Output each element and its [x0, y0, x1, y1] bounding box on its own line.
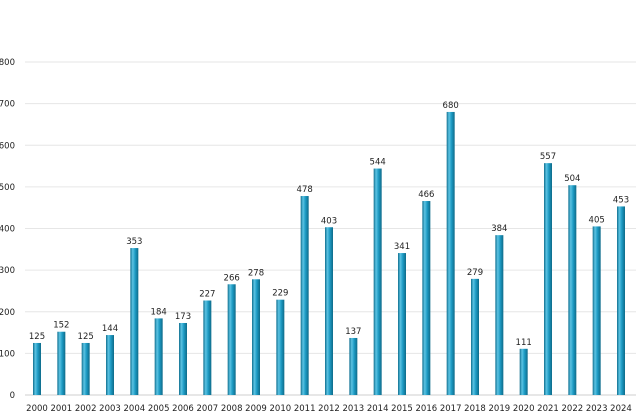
x-tick-label: 2005 — [148, 404, 170, 414]
bar-2014 — [373, 168, 382, 395]
data-label-2012: 403 — [321, 216, 337, 226]
bar-2011 — [300, 196, 309, 395]
data-label-2015: 341 — [394, 242, 410, 252]
y-axis: 0 100 200 300 400 500 600 700 800 — [0, 58, 15, 401]
data-label-2022: 504 — [564, 174, 580, 184]
data-label-2014: 544 — [370, 158, 386, 168]
bar-2000 — [33, 342, 41, 395]
y-tick-label: 300 — [0, 266, 15, 276]
bar-2021 — [544, 163, 552, 395]
data-label-2023: 405 — [589, 215, 605, 225]
bar-2003 — [106, 335, 114, 395]
bar-2018 — [471, 278, 479, 395]
x-tick-label: 2021 — [537, 404, 559, 414]
bar-2004 — [130, 248, 139, 395]
data-label-2017: 680 — [443, 101, 459, 111]
x-tick-label: 2019 — [489, 404, 511, 414]
data-label-2013: 137 — [345, 327, 361, 337]
x-tick-label: 2007 — [197, 404, 219, 414]
bar-2005 — [154, 318, 163, 395]
x-axis: 2000 2001 2002 2003 2004 2005 2006 2007 2008 2009… — [26, 404, 632, 414]
y-tick-label: 500 — [0, 183, 15, 193]
y-tick-label: 800 — [0, 58, 15, 68]
x-tick-label: 2011 — [294, 404, 316, 414]
data-label-2004: 353 — [126, 237, 142, 247]
x-tick-label: 2006 — [172, 404, 194, 414]
data-label-2002: 125 — [78, 332, 94, 342]
data-label-2001: 152 — [53, 321, 69, 331]
bar-2006 — [179, 322, 187, 395]
data-label-2006: 173 — [175, 312, 191, 322]
x-tick-label: 2003 — [99, 404, 121, 414]
bar-2023 — [592, 226, 601, 395]
bar-2016 — [422, 201, 431, 395]
x-tick-label: 2023 — [586, 404, 608, 414]
data-label-2009: 278 — [248, 268, 264, 278]
bar-2002 — [81, 342, 90, 395]
data-label-2020: 111 — [516, 338, 532, 348]
bar-2022 — [568, 185, 577, 395]
bars — [33, 111, 625, 395]
x-tick-label: 2009 — [245, 404, 267, 414]
bar-2010 — [276, 299, 285, 395]
x-tick-label: 2018 — [464, 404, 486, 414]
bar-2019 — [495, 235, 504, 395]
x-tick-label: 2017 — [440, 404, 462, 414]
x-tick-label: 2020 — [513, 404, 535, 414]
bar-2020 — [519, 348, 528, 395]
y-tick-label: 600 — [0, 141, 15, 151]
data-label-2018: 279 — [467, 268, 483, 278]
data-label-2010: 229 — [272, 289, 288, 299]
x-tick-label: 2024 — [610, 404, 632, 414]
x-tick-label: 2010 — [270, 404, 292, 414]
data-label-2024: 453 — [613, 195, 629, 205]
x-tick-label: 2002 — [75, 404, 97, 414]
x-tick-label: 2014 — [367, 404, 389, 414]
bar-2024 — [617, 206, 625, 395]
bar-2015 — [398, 253, 406, 395]
bar-2012 — [325, 227, 333, 395]
bar-2017 — [446, 111, 455, 395]
x-tick-label: 2022 — [562, 404, 584, 414]
y-tick-label: 100 — [0, 349, 15, 359]
data-label-2007: 227 — [199, 290, 215, 300]
x-tick-label: 2013 — [343, 404, 365, 414]
x-tick-label: 2001 — [51, 404, 73, 414]
x-tick-label: 2016 — [416, 404, 438, 414]
bar-2013 — [349, 337, 358, 395]
y-tick-label: 700 — [0, 100, 15, 110]
y-tick-label: 400 — [0, 225, 15, 235]
y-tick-label: 200 — [0, 308, 15, 318]
data-label-2005: 184 — [151, 307, 167, 317]
x-tick-label: 2015 — [391, 404, 413, 414]
data-label-2019: 384 — [491, 224, 507, 234]
bar-2008 — [227, 284, 236, 395]
data-label-2000: 125 — [29, 332, 45, 342]
x-tick-label: 2004 — [124, 404, 146, 414]
bar-2001 — [57, 331, 66, 395]
data-labels: 125 152 125 144 353 184 173 227 266 278 229 478 403 1… — [29, 101, 629, 348]
data-label-2016: 466 — [418, 190, 434, 200]
bar-2007 — [203, 300, 212, 395]
data-label-2003: 144 — [102, 324, 118, 334]
data-label-2021: 557 — [540, 152, 556, 162]
data-label-2008: 266 — [224, 273, 240, 283]
x-tick-label: 2000 — [26, 404, 48, 414]
x-tick-label: 2012 — [318, 404, 340, 414]
data-label-2011: 478 — [297, 185, 313, 195]
bar-2009 — [252, 279, 260, 395]
y-tick-label: 0 — [10, 391, 15, 401]
x-tick-label: 2008 — [221, 404, 243, 414]
